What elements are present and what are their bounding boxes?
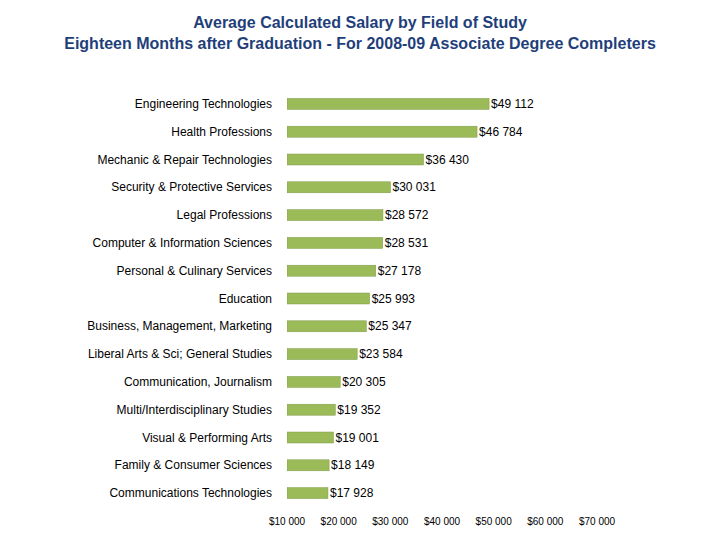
tick-label: $70 000 xyxy=(579,516,616,527)
category-label: Legal Professions xyxy=(177,208,272,222)
bar xyxy=(287,488,328,499)
bar xyxy=(287,237,383,248)
data-label: $30 031 xyxy=(392,180,436,194)
chart: $10 000 $20 000 $30 000 $40 000 $50 000 $60 0… xyxy=(0,0,720,540)
data-label: $19 001 xyxy=(336,431,380,445)
data-label: $46 784 xyxy=(479,125,523,139)
bar xyxy=(287,210,383,221)
tick-mark xyxy=(287,507,288,510)
bar xyxy=(287,126,477,137)
data-label: $25 347 xyxy=(368,319,412,333)
tick-mark xyxy=(545,507,546,510)
bar xyxy=(287,154,424,165)
category-label: Business, Management, Marketing xyxy=(87,319,272,333)
bar xyxy=(287,376,340,387)
bar xyxy=(287,404,335,415)
tick-mark xyxy=(390,507,391,510)
data-label: $18 149 xyxy=(331,458,375,472)
category-label: Personal & Culinary Services xyxy=(117,264,272,278)
subtitle: Eighteen Months after Graduation - For 2… xyxy=(60,33,660,54)
category-label: Family & Consumer Sciences xyxy=(115,458,272,472)
data-label: $20 305 xyxy=(342,375,386,389)
bar xyxy=(287,432,334,443)
tick-mark xyxy=(597,507,598,510)
title: Average Calculated Salary by Field of St… xyxy=(60,12,660,33)
bar xyxy=(287,460,329,471)
category-label: Security & Protective Services xyxy=(111,180,272,194)
bar xyxy=(287,182,390,193)
category-label: Communication, Journalism xyxy=(124,375,272,389)
data-label: $49 112 xyxy=(491,97,534,111)
category-label: Computer & Information Sciences xyxy=(93,236,272,250)
tick-label: $50 000 xyxy=(476,516,513,527)
tick-label: $20 000 xyxy=(321,516,358,527)
category-label: Education xyxy=(219,292,272,306)
bar xyxy=(287,293,370,304)
bar xyxy=(287,98,489,109)
bars xyxy=(287,98,489,498)
title-box: Average Calculated Salary by Field of St… xyxy=(60,12,660,54)
category-label: Liberal Arts & Sci; General Studies xyxy=(88,347,272,361)
data-label: $28 572 xyxy=(385,208,429,222)
data-label: $25 993 xyxy=(372,292,416,306)
data-label: $28 531 xyxy=(385,236,429,250)
tick-label: $30 000 xyxy=(372,516,409,527)
tick-label: $60 000 xyxy=(527,516,564,527)
category-label: Health Professions xyxy=(171,125,272,139)
bar xyxy=(287,349,357,360)
category-label: Engineering Technologies xyxy=(135,97,272,111)
bar xyxy=(287,265,376,276)
data-label: $19 352 xyxy=(337,403,381,417)
data-label: $27 178 xyxy=(378,264,422,278)
category-label: Visual & Performing Arts xyxy=(142,431,272,445)
tick-label: $40 000 xyxy=(424,516,461,527)
data-label: $23 584 xyxy=(359,347,403,361)
data-label: $36 430 xyxy=(426,153,470,167)
category-label: Communications Technologies xyxy=(109,486,272,500)
tick-mark xyxy=(493,507,494,510)
category-label: Multi/Interdisciplinary Studies xyxy=(117,403,272,417)
tick-label: $10 000 xyxy=(269,516,306,527)
data-label: $17 928 xyxy=(330,486,374,500)
tick-mark xyxy=(338,507,339,510)
tick-mark xyxy=(442,507,443,510)
category-label: Mechanic & Repair Technologies xyxy=(97,153,272,167)
bar xyxy=(287,321,366,332)
